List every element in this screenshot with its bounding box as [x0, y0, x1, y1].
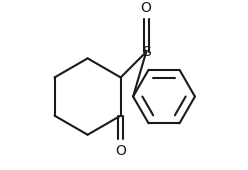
Text: S: S — [142, 45, 151, 59]
Text: O: O — [115, 144, 126, 158]
Text: O: O — [141, 1, 152, 15]
